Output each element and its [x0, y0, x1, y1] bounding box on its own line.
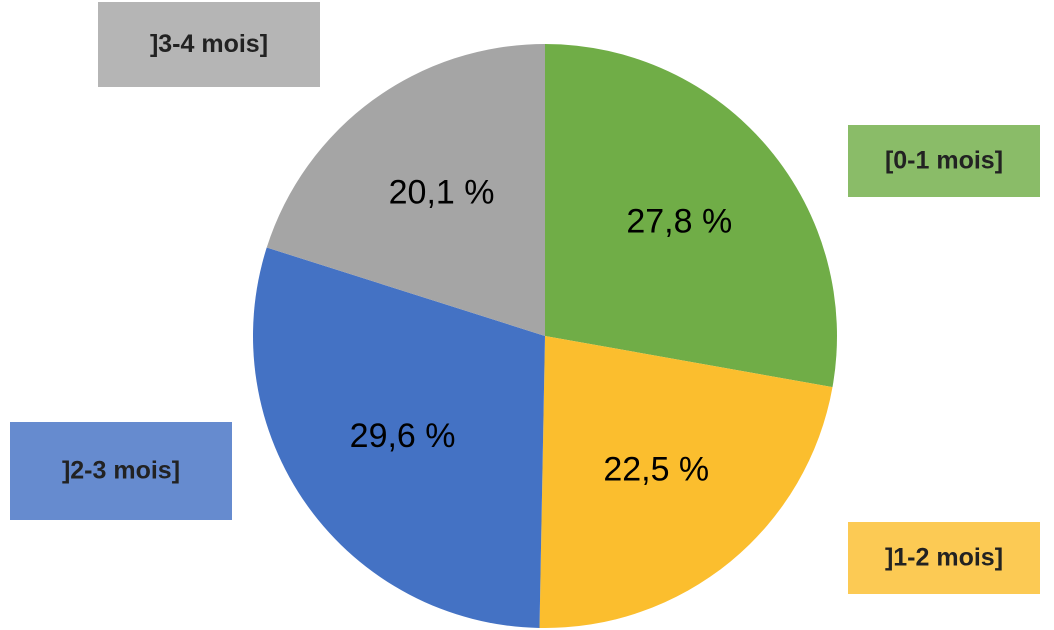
pie-slice: [253, 247, 545, 628]
category-label: ]3-4 mois]: [150, 30, 268, 58]
legend-box: [848, 125, 1040, 197]
legend-box: [10, 422, 232, 520]
category-label: ]2-3 mois]: [62, 457, 180, 485]
value-label: 22,5 %: [603, 450, 709, 488]
value-label: 27,8 %: [626, 202, 732, 240]
pie-slice: [266, 43, 545, 336]
pie-slice: [539, 336, 833, 628]
category-label: [0-1 mois]: [885, 147, 1003, 175]
value-label: 29,6 %: [350, 417, 456, 455]
category-label: ]1-2 mois]: [885, 544, 1003, 572]
legend-box: [848, 522, 1040, 594]
legend-box: [98, 2, 320, 87]
value-label: 20,1 %: [389, 174, 495, 212]
pie-slice: [545, 44, 837, 388]
